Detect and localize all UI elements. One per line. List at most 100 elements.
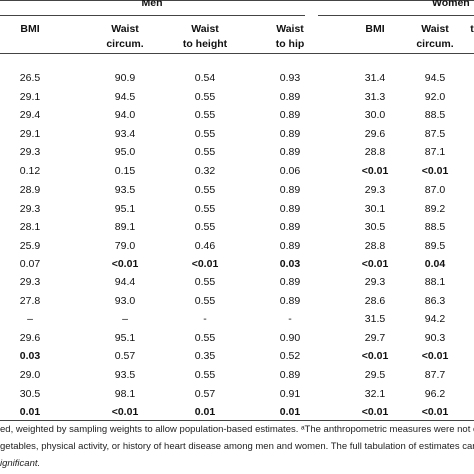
table-cell: 0.54 — [194, 72, 216, 84]
table-cell: 0.89 — [279, 146, 301, 159]
table-cell: 0.55 — [194, 202, 216, 215]
table-cell: 87.5 — [424, 127, 446, 140]
column-header: Waist — [111, 23, 139, 35]
table-cell: 0.12 — [19, 165, 41, 177]
group-header: Women — [432, 0, 470, 9]
table-cell: 95.1 — [114, 202, 136, 215]
column-header: circum. — [106, 38, 144, 50]
table-cell: 0.55 — [194, 294, 216, 307]
table-cell: 31.5 — [364, 313, 386, 326]
table-cell: 79.0 — [114, 239, 136, 252]
table-cell: 30.5 — [364, 221, 386, 234]
table-cell: 29.3 — [19, 276, 41, 288]
table-cell: 0.91 — [279, 387, 301, 400]
table-cell: 0.04 — [424, 258, 446, 271]
table-cell: 98.1 — [114, 387, 136, 400]
table-cell: 0.89 — [279, 294, 301, 307]
table-cell: 29.5 — [364, 369, 386, 381]
table-cell: 0.55 — [194, 127, 216, 140]
table-cell: 31.4 — [364, 72, 386, 84]
footnote: ed, weighted by sampling weights to allo… — [0, 424, 474, 435]
table-cell: <0.01 — [361, 258, 389, 271]
table-cell: 0.89 — [279, 109, 301, 122]
table-cell: 30.1 — [364, 202, 386, 215]
table-cell: 29.4 — [19, 109, 41, 122]
table-cell: 0.35 — [194, 350, 216, 363]
table-cell: 0.57 — [194, 387, 216, 400]
table-cell: 86.3 — [424, 294, 446, 307]
table-cell: – — [122, 313, 128, 326]
table-cell: 0.90 — [279, 331, 301, 344]
table-cell: 26.5 — [19, 72, 41, 84]
table-cell: 28.1 — [19, 221, 41, 234]
table-cell: 0.57 — [114, 350, 136, 363]
table-cell: 0.55 — [194, 331, 216, 344]
table-cell: 0.93 — [279, 72, 301, 84]
table-cell: 94.5 — [424, 72, 446, 84]
table-cell: <0.01 — [421, 350, 449, 363]
table-cell: 29.6 — [364, 127, 386, 140]
table-cell: 88.5 — [424, 221, 446, 234]
table-cell: 28.8 — [364, 146, 386, 159]
table-cell: - — [288, 313, 292, 326]
table-cell: 93.4 — [114, 127, 136, 140]
table-cell: 0.32 — [194, 165, 216, 177]
table-cell: 28.6 — [364, 294, 386, 307]
table-cell: 87.1 — [424, 146, 446, 159]
table-cell: 89.1 — [114, 221, 136, 234]
table-cell: 0.01 — [19, 406, 41, 419]
table-cell: 0.89 — [279, 90, 301, 103]
table-cell: 29.3 — [364, 184, 386, 196]
table-cell: <0.01 — [111, 258, 139, 271]
table-cell: 87.7 — [424, 369, 446, 381]
column-header: Waist — [421, 23, 449, 35]
table-cell: 25.9 — [19, 239, 41, 252]
table-cell: 29.6 — [19, 331, 41, 344]
table-cell: 93.5 — [114, 184, 136, 196]
table-cell: 32.1 — [364, 387, 386, 400]
table-cell: 96.2 — [424, 387, 446, 400]
column-header: BMI — [365, 23, 385, 35]
column-header: BMI — [20, 23, 40, 35]
table-cell: <0.01 — [421, 406, 449, 419]
table-cell: 0.01 — [194, 406, 216, 419]
column-header: to hip — [275, 38, 305, 50]
table-cell: 93.0 — [114, 294, 136, 307]
table-cell: 0.46 — [194, 239, 216, 252]
group-rule — [0, 15, 305, 16]
table-cell: 29.7 — [364, 331, 386, 344]
table-cell: 0.52 — [279, 350, 301, 363]
table-cell: 30.5 — [19, 387, 41, 400]
table-cell: 95.1 — [114, 331, 136, 344]
table-cell: 0.55 — [194, 221, 216, 234]
table-cell: 94.0 — [114, 109, 136, 122]
table-cell: 0.89 — [279, 369, 301, 381]
table-cell: 0.55 — [194, 109, 216, 122]
table-cell: 95.0 — [114, 146, 136, 159]
table-cell: 0.55 — [194, 369, 216, 381]
table-cell: 94.2 — [424, 313, 446, 326]
table-cell: 0.89 — [279, 239, 301, 252]
table-cell: <0.01 — [111, 406, 139, 419]
table-cell: - — [203, 313, 207, 326]
table-cell: 0.89 — [279, 221, 301, 234]
table-cell: 88.1 — [424, 276, 446, 288]
column-header: Waist — [276, 23, 304, 35]
table-cell: 0.89 — [279, 276, 301, 288]
table-cell: <0.01 — [421, 165, 449, 177]
column-header: Waist — [191, 23, 219, 35]
table-cell: 0.55 — [194, 276, 216, 288]
group-header: Men — [141, 0, 163, 9]
table-cell: 29.3 — [19, 146, 41, 159]
header-rule — [0, 53, 474, 54]
table-cell: <0.01 — [361, 165, 389, 177]
table-cell: 0.03 — [279, 258, 301, 271]
table-cell: 0.89 — [279, 202, 301, 215]
column-header: to height — [182, 38, 228, 50]
table-cell: 92.0 — [424, 90, 446, 103]
table-cell: 0.89 — [279, 127, 301, 140]
top-rule — [0, 0, 474, 1]
column-header: circum. — [416, 38, 454, 50]
table-cell: 89.5 — [424, 239, 446, 252]
column-header: t — [470, 23, 474, 35]
